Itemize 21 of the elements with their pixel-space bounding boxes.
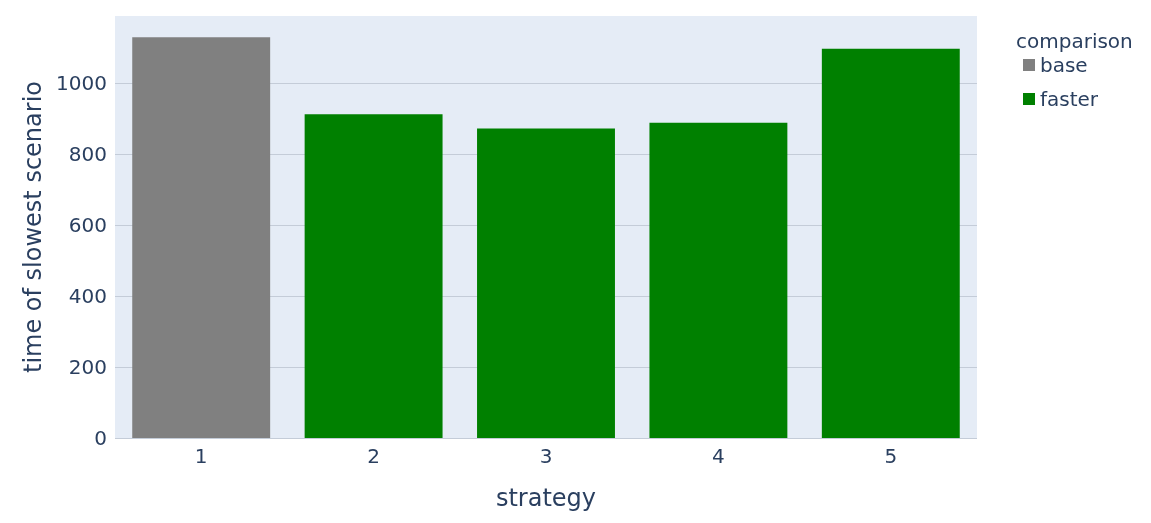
x-axis-title: strategy <box>495 484 597 512</box>
legend-label: base <box>1040 53 1088 77</box>
bar <box>477 128 615 438</box>
bar <box>132 37 271 438</box>
x-tick-label: 2 <box>367 444 380 468</box>
y-tick-label: 0 <box>94 426 107 450</box>
legend-title: comparison <box>1016 29 1133 53</box>
y-tick-label: 200 <box>68 355 107 380</box>
x-tick-label: 4 <box>712 444 725 468</box>
x-tick-label: 1 <box>194 444 208 468</box>
y-tick-label: 600 <box>68 213 107 238</box>
y-tick-label: 800 <box>68 142 107 167</box>
legend-label: faster <box>1040 87 1099 111</box>
y-tick-label: 1000 <box>56 71 107 96</box>
bar <box>821 48 960 438</box>
y-axis-title: time of slowest scenario <box>19 80 48 374</box>
x-tick-label: 5 <box>884 444 898 468</box>
y-tick-label: 400 <box>68 284 107 309</box>
bar <box>649 122 788 438</box>
bar <box>304 114 443 438</box>
x-tick-label: 3 <box>539 444 553 468</box>
